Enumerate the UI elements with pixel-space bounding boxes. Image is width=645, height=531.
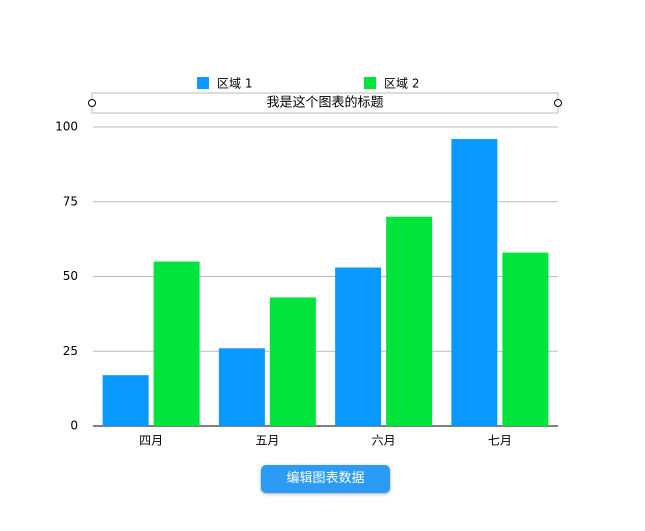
legend-label: 区域 1 bbox=[217, 77, 252, 91]
bar bbox=[386, 216, 433, 426]
bar bbox=[502, 252, 549, 426]
x-tick-label: 七月 bbox=[488, 434, 512, 448]
bar bbox=[269, 297, 316, 426]
y-tick-label: 25 bbox=[63, 344, 78, 358]
bar bbox=[102, 375, 149, 426]
bar bbox=[153, 261, 200, 426]
x-tick-label: 五月 bbox=[255, 434, 279, 448]
legend-label: 区域 2 bbox=[384, 77, 419, 91]
y-tick-label: 100 bbox=[55, 120, 78, 134]
bar bbox=[335, 267, 382, 426]
y-tick-label: 75 bbox=[63, 194, 78, 208]
bar bbox=[451, 138, 498, 426]
x-tick-label: 四月 bbox=[139, 434, 163, 448]
y-tick-label: 0 bbox=[70, 419, 78, 433]
handle bbox=[554, 99, 562, 107]
x-tick-label: 六月 bbox=[372, 434, 396, 448]
edit-data-button[interactable]: 编辑图表数据 bbox=[261, 465, 390, 493]
handle bbox=[88, 99, 96, 107]
legend-swatch bbox=[364, 77, 376, 89]
y-tick-label: 50 bbox=[63, 269, 78, 283]
chart-title: 我是这个图表的标题 bbox=[266, 95, 383, 111]
bar bbox=[218, 348, 265, 426]
legend-swatch bbox=[197, 77, 209, 89]
